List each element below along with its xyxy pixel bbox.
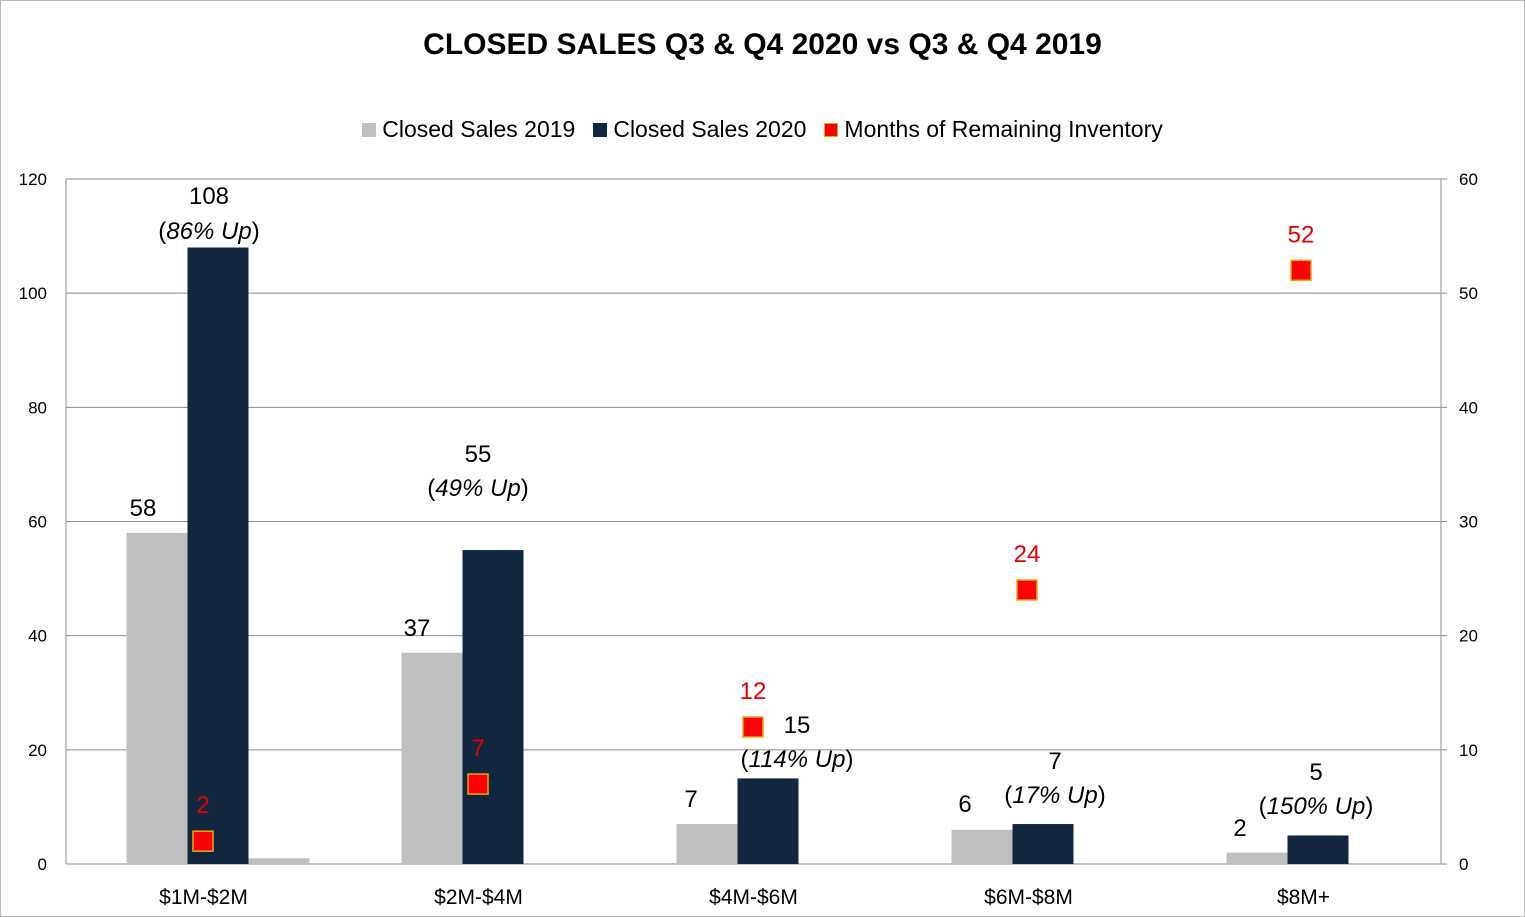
data-label-2020: 108: [189, 183, 229, 210]
inventory-marker: [1016, 579, 1038, 601]
legend-label-inventory: Months of Remaining Inventory: [844, 116, 1163, 142]
right-tick-label: 60: [1459, 170, 1478, 189]
pct-label-2020: (49% Up): [427, 475, 528, 502]
bar-2020: [1012, 824, 1074, 864]
left-tick-label: 20: [28, 741, 47, 760]
right-tick-label: 20: [1459, 627, 1478, 646]
legend-item-2020: Closed Sales 2020: [593, 116, 806, 143]
pct-label-2020: (150% Up): [1259, 793, 1374, 820]
legend-swatch-inventory: [824, 122, 839, 137]
inventory-label: 52: [1288, 221, 1315, 248]
pct-label-2020: (114% Up): [741, 746, 854, 773]
legend-item-inventory: Months of Remaining Inventory: [824, 116, 1163, 143]
inventory-label: 7: [471, 735, 484, 762]
legend: Closed Sales 2019 Closed Sales 2020 Mont…: [0, 116, 1525, 143]
bar-2019: [401, 652, 463, 864]
right-tick-label: 30: [1459, 513, 1478, 532]
data-label-2019: 37: [404, 615, 431, 642]
pct-label-2020: (17% Up): [1004, 782, 1105, 809]
category-label: $1M-$2M: [159, 886, 248, 909]
inventory-label: 12: [740, 678, 767, 705]
inventory-label: 2: [196, 792, 209, 819]
chart-title: CLOSED SALES Q3 & Q4 2020 vs Q3 & Q4 201…: [423, 28, 1102, 61]
bar-extra: [248, 858, 310, 864]
category-label: $4M-$6M: [709, 886, 798, 909]
category-label: $6M-$8M: [984, 886, 1073, 909]
legend-item-2019: Closed Sales 2019: [362, 116, 575, 143]
bar-2019: [1226, 852, 1288, 864]
right-tick-label: 10: [1459, 741, 1478, 760]
legend-swatch-2020: [593, 122, 608, 137]
inventory-marker: [467, 773, 489, 795]
category-label: $8M+: [1277, 886, 1330, 909]
right-tick-label: 50: [1459, 284, 1478, 303]
data-label-2020: 7: [1048, 748, 1061, 775]
bar-2020: [187, 247, 249, 864]
bar-2019: [676, 824, 738, 864]
left-tick-label: 0: [38, 855, 47, 874]
inventory-marker: [192, 830, 214, 852]
legend-label-2019: Closed Sales 2019: [382, 116, 576, 142]
left-tick-label: 60: [28, 513, 47, 532]
right-tick-label: 0: [1459, 855, 1468, 874]
data-label-2020: 5: [1309, 759, 1322, 786]
legend-label-2020: Closed Sales 2020: [613, 116, 807, 142]
left-tick-label: 80: [28, 398, 47, 417]
data-label-2019: 2: [1233, 815, 1246, 842]
bar-2020: [462, 550, 524, 864]
legend-swatch-2019: [362, 122, 377, 137]
data-label-2019: 7: [684, 786, 697, 813]
data-label-2019: 6: [958, 791, 971, 818]
data-label-2020: 55: [465, 441, 492, 468]
left-tick-label: 100: [19, 284, 47, 303]
right-tick-label: 40: [1459, 398, 1478, 417]
data-label-2020: 15: [784, 712, 811, 739]
inventory-label: 24: [1014, 541, 1041, 568]
bar-2020: [737, 778, 799, 864]
data-label-2019: 58: [130, 495, 157, 522]
bar-2020: [1287, 835, 1349, 864]
category-label: $2M-$4M: [434, 886, 523, 909]
inventory-marker: [742, 716, 764, 738]
left-tick-label: 40: [28, 627, 47, 646]
bar-2019: [126, 532, 188, 864]
left-tick-label: 120: [19, 170, 47, 189]
pct-label-2020: (86% Up): [158, 218, 259, 245]
inventory-marker: [1290, 259, 1312, 282]
bar-2019: [951, 829, 1013, 864]
